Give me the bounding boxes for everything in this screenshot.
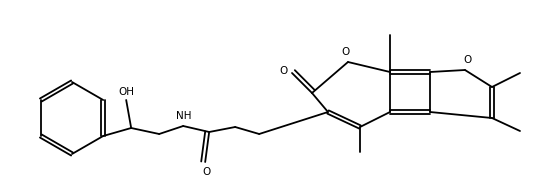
Text: O: O [202,167,210,177]
Text: O: O [279,66,287,76]
Text: O: O [342,47,350,57]
Text: OH: OH [118,87,134,97]
Text: NH: NH [177,111,192,121]
Text: O: O [463,55,471,65]
